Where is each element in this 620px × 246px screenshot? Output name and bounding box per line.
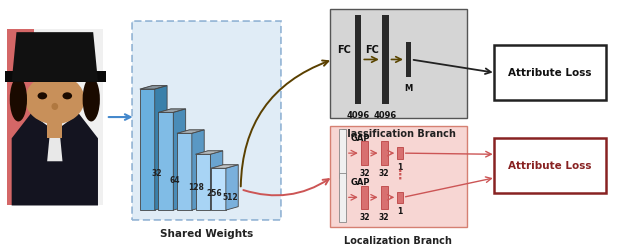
FancyBboxPatch shape: [397, 192, 403, 203]
Text: 32: 32: [379, 169, 389, 178]
Text: Shared Weights: Shared Weights: [160, 229, 253, 239]
Text: 32: 32: [379, 213, 389, 222]
Text: 256: 256: [206, 189, 223, 198]
Polygon shape: [5, 71, 106, 82]
FancyBboxPatch shape: [361, 141, 368, 165]
Text: 4096: 4096: [373, 111, 397, 120]
Ellipse shape: [63, 92, 72, 99]
Polygon shape: [177, 130, 204, 133]
Text: FC: FC: [365, 46, 379, 56]
FancyBboxPatch shape: [47, 113, 63, 138]
Ellipse shape: [51, 103, 58, 110]
Polygon shape: [211, 165, 238, 168]
FancyBboxPatch shape: [494, 138, 606, 193]
Text: Attribute Loss: Attribute Loss: [508, 68, 591, 78]
Ellipse shape: [25, 75, 84, 124]
FancyBboxPatch shape: [381, 186, 388, 209]
FancyBboxPatch shape: [355, 15, 361, 104]
FancyBboxPatch shape: [339, 129, 346, 178]
FancyBboxPatch shape: [330, 126, 466, 227]
Polygon shape: [12, 32, 98, 82]
Text: 1: 1: [397, 207, 402, 216]
Polygon shape: [177, 130, 204, 133]
Text: 512: 512: [222, 193, 238, 202]
Polygon shape: [195, 154, 210, 210]
Polygon shape: [210, 151, 223, 210]
Text: 32: 32: [151, 169, 162, 178]
FancyBboxPatch shape: [381, 141, 388, 165]
Polygon shape: [159, 109, 185, 112]
Polygon shape: [173, 109, 185, 210]
FancyBboxPatch shape: [7, 29, 103, 205]
Polygon shape: [195, 151, 223, 154]
Text: 32: 32: [359, 169, 370, 178]
FancyBboxPatch shape: [406, 42, 411, 77]
FancyBboxPatch shape: [7, 29, 33, 205]
FancyBboxPatch shape: [132, 21, 281, 220]
FancyBboxPatch shape: [330, 9, 466, 118]
Ellipse shape: [82, 77, 100, 122]
Polygon shape: [159, 112, 173, 210]
Text: 1: 1: [397, 163, 402, 172]
FancyBboxPatch shape: [33, 29, 103, 205]
Text: GAP: GAP: [351, 134, 370, 143]
Text: M: M: [404, 84, 412, 93]
FancyBboxPatch shape: [397, 147, 403, 159]
FancyBboxPatch shape: [382, 15, 389, 104]
Text: 64: 64: [170, 176, 180, 185]
Text: Localization Branch: Localization Branch: [344, 236, 452, 246]
Text: FC: FC: [337, 46, 352, 56]
Polygon shape: [155, 86, 167, 210]
Text: 128: 128: [188, 183, 204, 192]
Polygon shape: [195, 151, 223, 154]
FancyBboxPatch shape: [494, 45, 606, 100]
Ellipse shape: [38, 92, 47, 99]
Text: GAP: GAP: [351, 178, 370, 187]
Polygon shape: [140, 89, 155, 210]
Polygon shape: [140, 86, 167, 89]
Polygon shape: [192, 130, 204, 210]
Text: Attribute Loss: Attribute Loss: [508, 161, 591, 171]
Text: 32: 32: [359, 213, 370, 222]
Polygon shape: [47, 131, 63, 161]
Polygon shape: [211, 168, 226, 210]
Polygon shape: [159, 109, 185, 112]
Polygon shape: [177, 133, 192, 210]
Text: 4096: 4096: [347, 111, 370, 120]
Polygon shape: [12, 113, 98, 205]
Text: Classification Branch: Classification Branch: [340, 129, 456, 139]
Polygon shape: [226, 165, 238, 210]
FancyBboxPatch shape: [361, 186, 368, 209]
Text: ⋮: ⋮: [394, 169, 406, 182]
Ellipse shape: [10, 77, 27, 122]
FancyBboxPatch shape: [339, 173, 346, 222]
Polygon shape: [211, 165, 238, 168]
Polygon shape: [140, 86, 167, 89]
